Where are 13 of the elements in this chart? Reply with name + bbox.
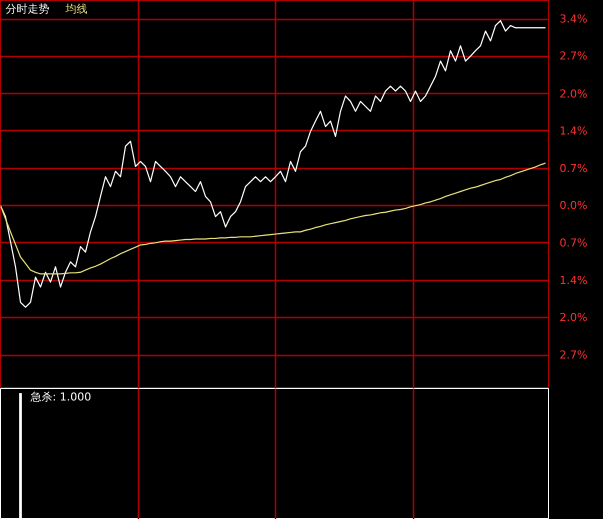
y-tick-label: 2.0% bbox=[560, 87, 588, 100]
y-tick-label: 0.0% bbox=[560, 199, 588, 212]
y-tick-label: 0.7% bbox=[560, 236, 588, 250]
y-tick-label: 3.4% bbox=[560, 12, 588, 26]
y-tick-label: 1.4% bbox=[560, 274, 588, 287]
y-tick-label: 2.0% bbox=[560, 311, 588, 324]
y-tick-label: 1.4% bbox=[560, 124, 588, 138]
y-tick-label: 2.7% bbox=[560, 50, 588, 63]
y-tick-label: 0.7% bbox=[560, 162, 588, 176]
chart-title: 急杀: 1.000 bbox=[30, 390, 92, 404]
chart-title: 分时走势 bbox=[6, 2, 50, 16]
y-tick-label: 2.7% bbox=[560, 348, 588, 362]
text: 均线 bbox=[64, 2, 88, 16]
